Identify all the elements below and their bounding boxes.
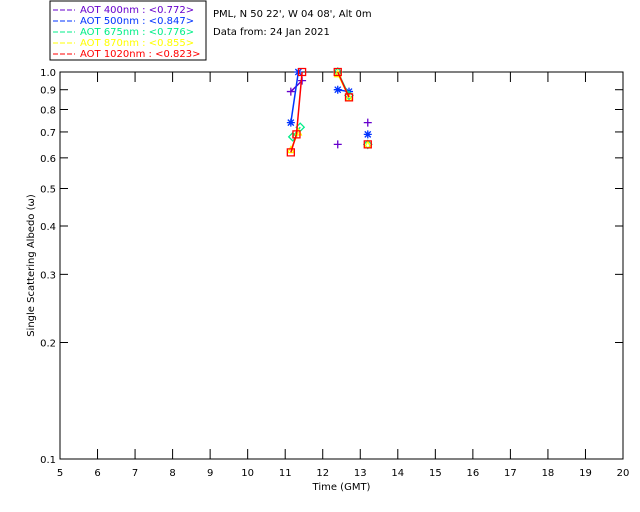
series-line xyxy=(337,71,350,98)
header-location: PML, N 50 22', W 04 08', Alt 0m xyxy=(213,9,372,20)
x-tick-label: 7 xyxy=(132,468,138,479)
y-tick-label: 0.9 xyxy=(40,86,56,97)
data-point xyxy=(286,148,295,157)
y-tick-label: 0.6 xyxy=(40,154,56,165)
data-point xyxy=(344,93,354,102)
x-tick-label: 17 xyxy=(504,468,517,479)
x-tick-label: 13 xyxy=(354,468,367,479)
x-tick-label: 20 xyxy=(617,468,630,479)
x-tick-label: 18 xyxy=(542,468,555,479)
y-tick-label: 0.2 xyxy=(40,339,56,350)
x-tick-label: 10 xyxy=(241,468,254,479)
plot-frame xyxy=(59,71,624,460)
y-tick-label: 0.7 xyxy=(40,128,56,139)
x-tick-label: 14 xyxy=(391,468,404,479)
legend-entry: AOT 500nm : <0.847> xyxy=(80,16,194,27)
data-point xyxy=(333,67,342,77)
y-axis-label: Single Scattering Albedo (ω) xyxy=(26,194,37,337)
x-tick-label: 19 xyxy=(579,468,592,479)
x-tick-label: 9 xyxy=(207,468,213,479)
x-tick-label: 16 xyxy=(466,468,479,479)
data-point xyxy=(363,140,372,149)
y-tick-label: 0.4 xyxy=(40,222,56,233)
y-tick-label: 0.1 xyxy=(40,455,56,466)
data-point xyxy=(286,118,295,127)
y-tick-label: 0.5 xyxy=(40,184,56,195)
data-point xyxy=(333,85,342,94)
data-point xyxy=(286,87,295,96)
legend-entry: AOT 675nm : <0.776> xyxy=(80,27,194,38)
x-tick-label: 8 xyxy=(169,468,175,479)
data-point xyxy=(363,130,372,139)
data-point xyxy=(363,118,372,127)
series-line xyxy=(290,71,300,123)
x-axis-label: Time (GMT) xyxy=(312,482,371,493)
x-tick-label: 12 xyxy=(316,468,329,479)
legend-entry: AOT 400nm : <0.772> xyxy=(80,5,194,16)
legend-entry: AOT 870nm : <0.855> xyxy=(80,38,194,49)
y-tick-label: 0.8 xyxy=(40,106,56,117)
legend-entry: AOT 1020nm : <0.823> xyxy=(80,49,200,60)
x-tick-label: 6 xyxy=(94,468,100,479)
series-line xyxy=(290,134,298,153)
series-square xyxy=(286,67,372,157)
data-point xyxy=(297,67,307,77)
data-point xyxy=(333,140,342,149)
y-tick-label: 0.3 xyxy=(40,270,56,281)
x-tick-label: 15 xyxy=(429,468,442,479)
x-tick-label: 5 xyxy=(57,468,63,479)
series-line xyxy=(295,71,303,135)
y-tick-label: 1.0 xyxy=(40,68,56,79)
header-date: Data from: 24 Jan 2021 xyxy=(213,27,330,38)
x-tick-label: 11 xyxy=(279,468,292,479)
data-point xyxy=(292,130,301,139)
legend xyxy=(49,0,207,61)
